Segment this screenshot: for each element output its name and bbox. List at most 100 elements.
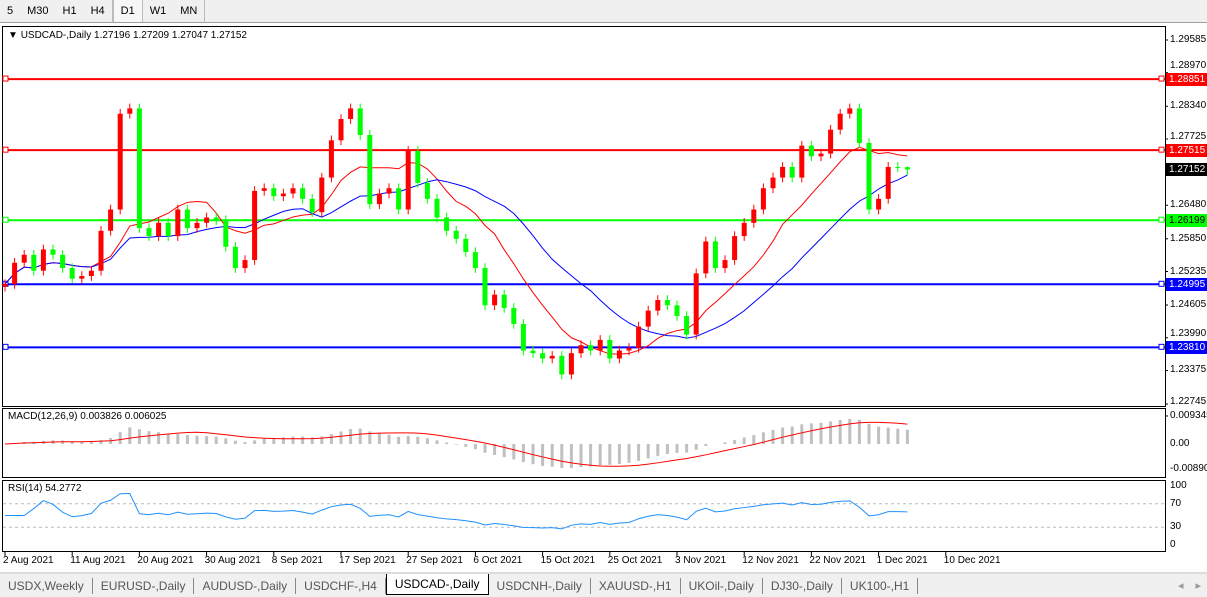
candle-body: [309, 198, 315, 213]
candle-body: [789, 166, 795, 178]
candle-body: [396, 188, 402, 210]
scroll-left-icon[interactable]: ◂: [1177, 580, 1184, 592]
hline-price-tag: 1.28851: [1166, 73, 1207, 87]
candle-body: [760, 188, 766, 210]
tf-m30[interactable]: M30: [27, 5, 49, 17]
candle-body: [597, 339, 603, 351]
candle-body: [885, 166, 891, 199]
tf-w1[interactable]: W1: [149, 5, 167, 17]
candle-body: [693, 273, 699, 335]
chart-tab[interactable]: EURUSD-,Daily: [93, 577, 195, 594]
candle-body: [60, 254, 66, 269]
rsi-tick: 0: [1170, 539, 1176, 550]
candle-body: [184, 209, 190, 229]
candle-body: [12, 262, 18, 285]
chart-tab[interactable]: AUDUSD-,Daily: [194, 577, 297, 594]
candle-body: [444, 217, 450, 231]
line-handle: [2, 146, 9, 153]
candle-body: [2, 284, 8, 287]
candle-body: [674, 305, 680, 316]
candle-body: [252, 190, 258, 261]
candle-body: [79, 276, 85, 279]
rsi-tick: 70: [1170, 497, 1182, 509]
toolbar-separator: [204, 0, 206, 23]
macd-tick: 0.009345: [1170, 410, 1207, 421]
price-tick: 1.25235: [1170, 265, 1207, 277]
candle-body: [424, 182, 430, 199]
tf-mn[interactable]: MN: [180, 5, 198, 17]
candle-body: [616, 350, 622, 359]
candle-body: [290, 188, 296, 194]
candle-body: [357, 108, 363, 135]
chart-tab[interactable]: USDX,Weekly: [0, 577, 93, 594]
tf-d1[interactable]: D1: [112, 0, 143, 22]
candle-body: [540, 353, 546, 359]
candle-body: [415, 150, 421, 183]
price-tick: 1.24605: [1170, 299, 1207, 311]
tf-h1[interactable]: H1: [62, 5, 77, 17]
candle-body: [453, 230, 459, 239]
candle-body: [463, 238, 469, 253]
candle-body: [146, 228, 152, 237]
chart-tab[interactable]: DJ30-,Daily: [763, 577, 842, 594]
candle-body: [271, 188, 277, 197]
candle-body: [40, 249, 46, 271]
hline-price-tag: 1.24995: [1166, 278, 1207, 292]
candle-body: [165, 222, 171, 237]
price-tick: 1.26480: [1170, 199, 1207, 211]
candle-body: [88, 270, 94, 277]
candle-body: [98, 230, 104, 271]
price-tick: 1.27725: [1170, 131, 1207, 143]
macd-signal-line: [4, 421, 908, 467]
date-label: 1 Dec 2021: [876, 555, 928, 566]
chart-tab[interactable]: XAUUSD-,H1: [591, 577, 681, 594]
macd-tick: 0.00: [1170, 438, 1190, 449]
date-label: 22 Nov 2021: [809, 555, 867, 566]
candle-body: [223, 220, 229, 247]
toolbar-separator: [111, 0, 113, 23]
ma-slow-line: [4, 174, 908, 339]
chart-tab[interactable]: USDCAD-,Daily: [385, 573, 489, 595]
candle-body: [847, 108, 853, 114]
collapse-triangle-icon[interactable]: ▼: [8, 30, 18, 41]
macd-label: MACD(12,26,9) 0.003826 0.006025: [8, 411, 167, 422]
price-tick: 1.28340: [1170, 100, 1207, 112]
candle-body: [664, 299, 670, 306]
line-handle: [1158, 280, 1165, 287]
date-label: 27 Sep 2021: [406, 555, 463, 566]
date-label: 11 Aug 2021: [70, 555, 126, 566]
candle-body: [876, 198, 882, 210]
candle-body: [904, 167, 910, 170]
candle-body: [213, 217, 219, 221]
candle-body: [799, 145, 805, 178]
price-tick: 1.23990: [1170, 328, 1207, 340]
tf-h4[interactable]: H4: [90, 5, 105, 17]
price-tick: 1.29585: [1170, 34, 1207, 45]
candle-body: [300, 188, 306, 199]
tf-5[interactable]: 5: [7, 5, 14, 17]
chart-tab[interactable]: USDCNH-,Daily: [489, 577, 591, 594]
chart-tabs: USDX,Weekly EURUSD-,Daily AUDUSD-,Daily USD…: [0, 572, 1207, 597]
price-tick: 1.23375: [1170, 364, 1207, 376]
chart-tab[interactable]: UK100-,H1: [842, 577, 919, 594]
price-tick: 1.22745: [1170, 396, 1207, 407]
candle-body: [492, 294, 498, 306]
candle-body: [21, 254, 27, 263]
date-label: 2 Aug 2021: [3, 555, 54, 566]
candle-body: [770, 177, 776, 189]
date-label: 30 Aug 2021: [204, 555, 261, 566]
rsi-panel[interactable]: [2, 480, 1166, 552]
chart-tab[interactable]: UKOil-,Daily: [681, 577, 763, 594]
hline-price-tag: 1.26199: [1166, 214, 1207, 228]
chart-tab[interactable]: USDCHF-,H4: [296, 577, 386, 594]
candle-body: [645, 310, 651, 327]
candle-body: [568, 353, 574, 375]
candle-body: [376, 193, 382, 205]
scroll-right-icon[interactable]: ▸: [1195, 580, 1201, 592]
line-handle: [1158, 216, 1165, 223]
candle-body: [712, 241, 718, 269]
line-handle: [1158, 146, 1165, 153]
candle-body: [684, 315, 690, 335]
date-label: 17 Sep 2021: [339, 555, 396, 566]
